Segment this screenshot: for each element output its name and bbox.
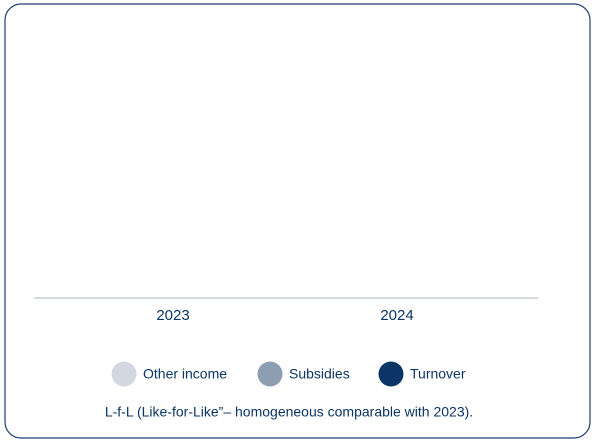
footnote: L-f-L (Like-for-Like”– homogeneous compa…: [105, 404, 473, 420]
legend-label: Subsidies: [289, 366, 350, 382]
legend-swatch: [111, 361, 137, 387]
x-tick-label: 2024: [380, 307, 413, 324]
legend-swatch: [257, 361, 283, 387]
legend-label: Other income: [143, 366, 227, 382]
legend-swatch: [378, 361, 404, 387]
legend-label: Turnover: [410, 366, 466, 382]
card-frame: [4, 3, 591, 439]
x-tick-label: 2023: [156, 307, 189, 324]
